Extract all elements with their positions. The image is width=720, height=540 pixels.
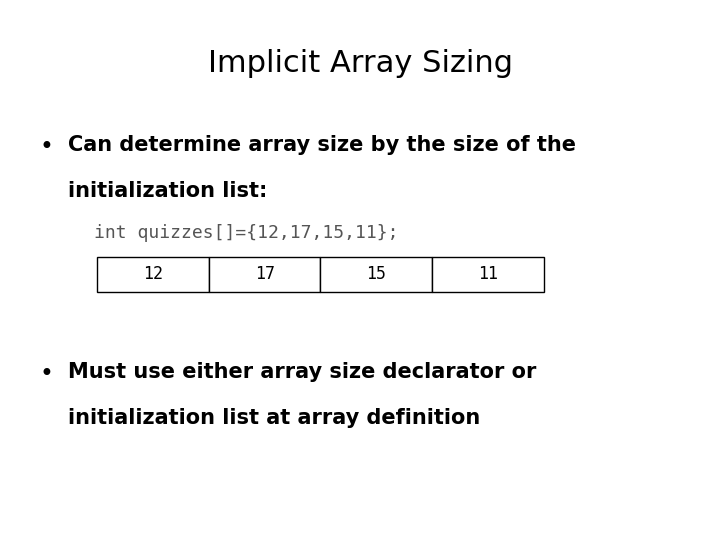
Text: int quizzes[]={12,17,15,11};: int quizzes[]={12,17,15,11}; xyxy=(94,224,398,242)
Text: •: • xyxy=(40,135,53,159)
Text: 12: 12 xyxy=(143,265,163,283)
Bar xyxy=(432,256,544,292)
Text: initialization list:: initialization list: xyxy=(68,181,268,201)
Text: 17: 17 xyxy=(255,265,274,283)
Text: •: • xyxy=(40,362,53,386)
Text: 11: 11 xyxy=(478,265,498,283)
Text: initialization list at array definition: initialization list at array definition xyxy=(68,408,481,428)
Bar xyxy=(97,256,209,292)
Bar xyxy=(320,256,432,292)
Bar xyxy=(209,256,320,292)
Text: 15: 15 xyxy=(366,265,386,283)
Text: Must use either array size declarator or: Must use either array size declarator or xyxy=(68,362,537,382)
Text: Can determine array size by the size of the: Can determine array size by the size of … xyxy=(68,135,577,155)
Text: Implicit Array Sizing: Implicit Array Sizing xyxy=(207,49,513,78)
